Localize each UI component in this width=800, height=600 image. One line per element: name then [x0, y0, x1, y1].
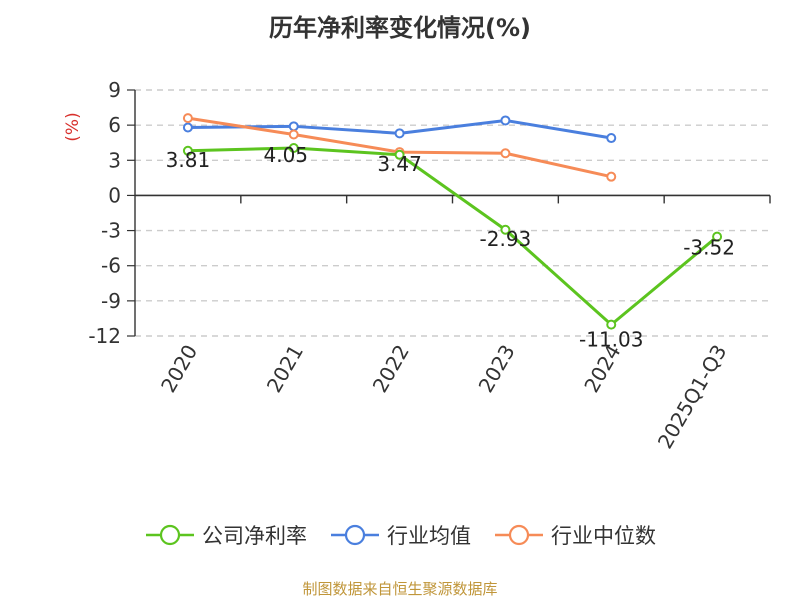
data-point — [500, 115, 511, 126]
data-point — [500, 224, 511, 235]
legend-label: 行业均值 — [387, 524, 471, 548]
x-tick-label: 2025Q1-Q3 — [653, 341, 732, 453]
data-label: -3.52 — [683, 236, 735, 260]
x-tick-label: 2022 — [368, 341, 414, 397]
legend: 公司净利率 行业均值 行业中位数 — [0, 520, 800, 550]
legend-swatch — [495, 524, 543, 546]
data-point — [182, 122, 193, 133]
legend-label: 行业中位数 — [551, 524, 656, 548]
data-label: 3.81 — [166, 148, 211, 172]
series-group — [182, 113, 723, 330]
data-label: -2.93 — [480, 227, 532, 251]
source-note: 制图数据来自恒生聚源数据库 — [302, 580, 498, 598]
legend-marker — [344, 524, 366, 546]
y-tick-label: -6 — [101, 254, 121, 278]
data-point — [606, 319, 617, 330]
data-point — [394, 149, 405, 160]
legend-item[interactable]: 行业均值 — [329, 520, 471, 550]
data-point — [288, 121, 299, 132]
chart-title: 历年净利率变化情况(%) — [269, 14, 531, 42]
series-line-0 — [187, 146, 719, 327]
y-tick-label: -3 — [101, 219, 121, 243]
data-label: 3.47 — [377, 152, 422, 176]
data-point — [288, 129, 299, 140]
data-point — [182, 145, 193, 156]
y-tick-label: 9 — [108, 78, 121, 102]
x-tick-label: 2020 — [156, 341, 202, 397]
x-tick-label: 2023 — [474, 341, 520, 397]
data-point — [288, 142, 299, 153]
data-label: -11.03 — [579, 328, 643, 352]
data-point — [606, 133, 617, 144]
legend-swatch — [331, 524, 379, 546]
legend-marker — [159, 524, 181, 546]
data-point — [394, 128, 405, 139]
y-axis-label: (%) — [63, 112, 83, 141]
legend-item[interactable]: 行业中位数 — [493, 520, 656, 550]
data-labels: 3.81 4.05 3.47 -2.93 -11.03 -3.52 — [166, 143, 735, 352]
y-tick-label: 3 — [108, 148, 121, 172]
legend-label: 公司净利率 — [202, 524, 307, 548]
legend-swatch — [146, 524, 194, 546]
data-label: 4.05 — [263, 143, 308, 167]
grid-lines — [135, 89, 770, 337]
x-tick-label: 2021 — [262, 341, 308, 397]
y-tick-label: -12 — [88, 324, 121, 348]
data-point — [500, 148, 511, 159]
y-tick-label: 0 — [108, 183, 121, 207]
y-tick-label: 6 — [108, 113, 121, 137]
data-point — [606, 171, 617, 182]
data-point — [712, 231, 723, 242]
legend-item[interactable]: 公司净利率 — [144, 520, 307, 550]
y-tick-label: -9 — [101, 289, 121, 313]
legend-marker — [508, 524, 530, 546]
data-point — [182, 113, 193, 124]
